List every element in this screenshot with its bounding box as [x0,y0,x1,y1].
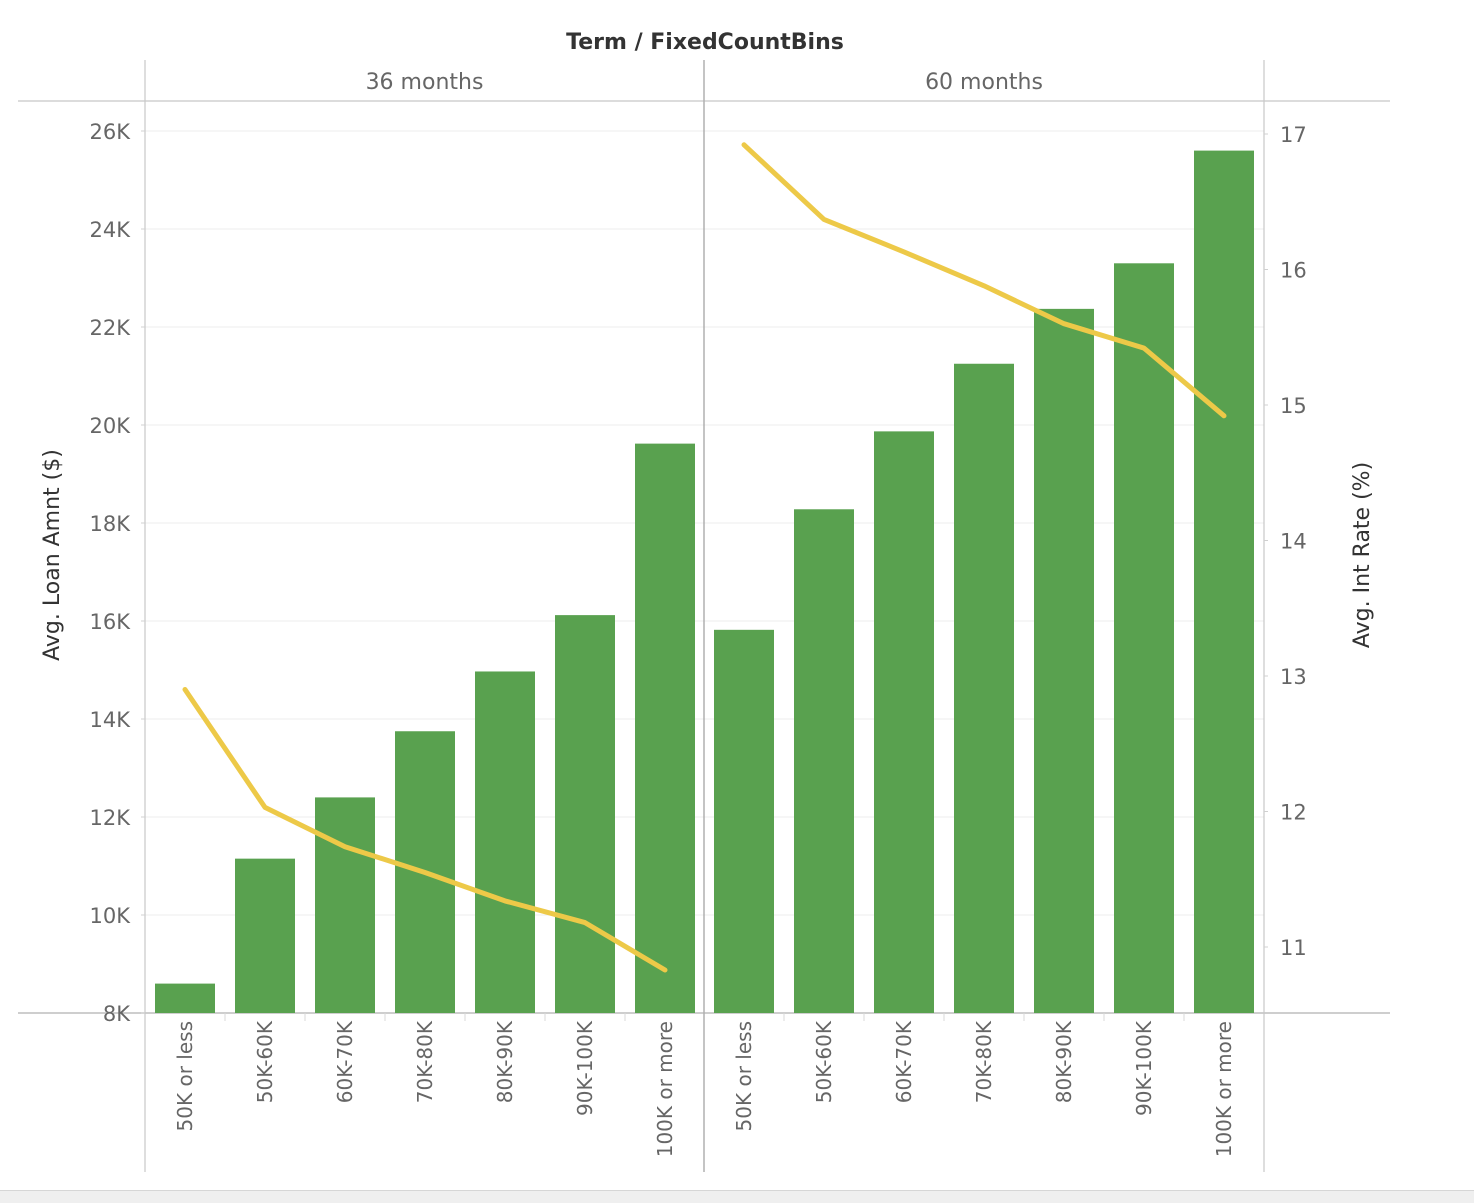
x-tick-label: 100K or more [1212,1021,1236,1157]
x-tick-label: 50K-60K [812,1020,836,1103]
y-tick-label: 14K [90,708,132,732]
int-rate-line [182,687,668,973]
y2-tick-label: 15 [1280,394,1307,418]
y-tick-label: 22K [90,316,132,340]
chart-title: Term / FixedCountBins [566,30,844,55]
panel-header: 36 months [366,70,484,95]
y-tick-label: 20K [90,414,132,438]
bar [714,629,774,1013]
y-tick-label: 16K [90,610,132,634]
x-axis: 50K or less 50K-60K 60K-70K 70K-80K 80K-90K 9… [173,1013,1236,1157]
bar [954,363,1014,1013]
y-tick-label: 24K [90,218,132,242]
x-tick-label: 60K-70K [892,1020,916,1103]
y-tick-label: 8K [103,1002,131,1026]
y-axis-title-right: Avg. Int Rate (%) [1350,462,1375,648]
x-tick-label: 60K-70K [333,1020,357,1103]
bar [1034,308,1094,1013]
y-tick-label: 12K [90,806,132,830]
y2-tick-label: 12 [1280,801,1307,825]
panel-header: 60 months [925,70,1043,95]
bar [315,797,375,1013]
y-axis-left: 8K 10K 12K 14K 16K 18K 20K 22K 24K 26K [90,120,145,1026]
y2-tick-label: 14 [1280,530,1307,554]
bottom-scroll-strip [0,1190,1474,1203]
x-tick-label: 90K-100K [573,1020,597,1116]
bar [475,671,535,1013]
x-tick-label: 80K-90K [1052,1020,1076,1103]
bar [1194,150,1254,1014]
y-axis-title-left: Avg. Loan Amnt ($) [40,449,65,661]
x-tick-label: 70K-80K [972,1020,996,1103]
x-tick-label: 80K-90K [493,1020,517,1103]
x-tick-label: 90K-100K [1132,1020,1156,1116]
y-tick-label: 26K [90,120,132,144]
x-tick-label: 100K or more [653,1021,677,1157]
y2-tick-label: 11 [1280,936,1307,960]
bar [155,983,215,1013]
y-tick-label: 18K [90,512,132,536]
bar-series [155,150,1254,1014]
x-tick-label: 50K-60K [253,1020,277,1103]
chart-frame [18,60,1390,1172]
y-tick-label: 10K [90,904,132,928]
bar [794,509,854,1013]
bar [874,431,934,1013]
bar [1114,263,1174,1013]
x-tick-label: 70K-80K [413,1020,437,1103]
bar [555,615,615,1013]
bar [635,443,695,1013]
line-series [182,142,1227,973]
int-rate-line [741,142,1227,419]
x-tick-label: 50K or less [732,1021,756,1131]
y-axis-right: 11 12 13 14 15 16 17 [1264,123,1307,960]
bar [235,858,295,1013]
x-tick-label: 50K or less [173,1021,197,1131]
y2-tick-label: 17 [1280,123,1307,147]
panel-headers: 36 months 60 months [366,70,1043,95]
y2-tick-label: 13 [1280,665,1307,689]
y2-tick-label: 16 [1280,259,1307,283]
